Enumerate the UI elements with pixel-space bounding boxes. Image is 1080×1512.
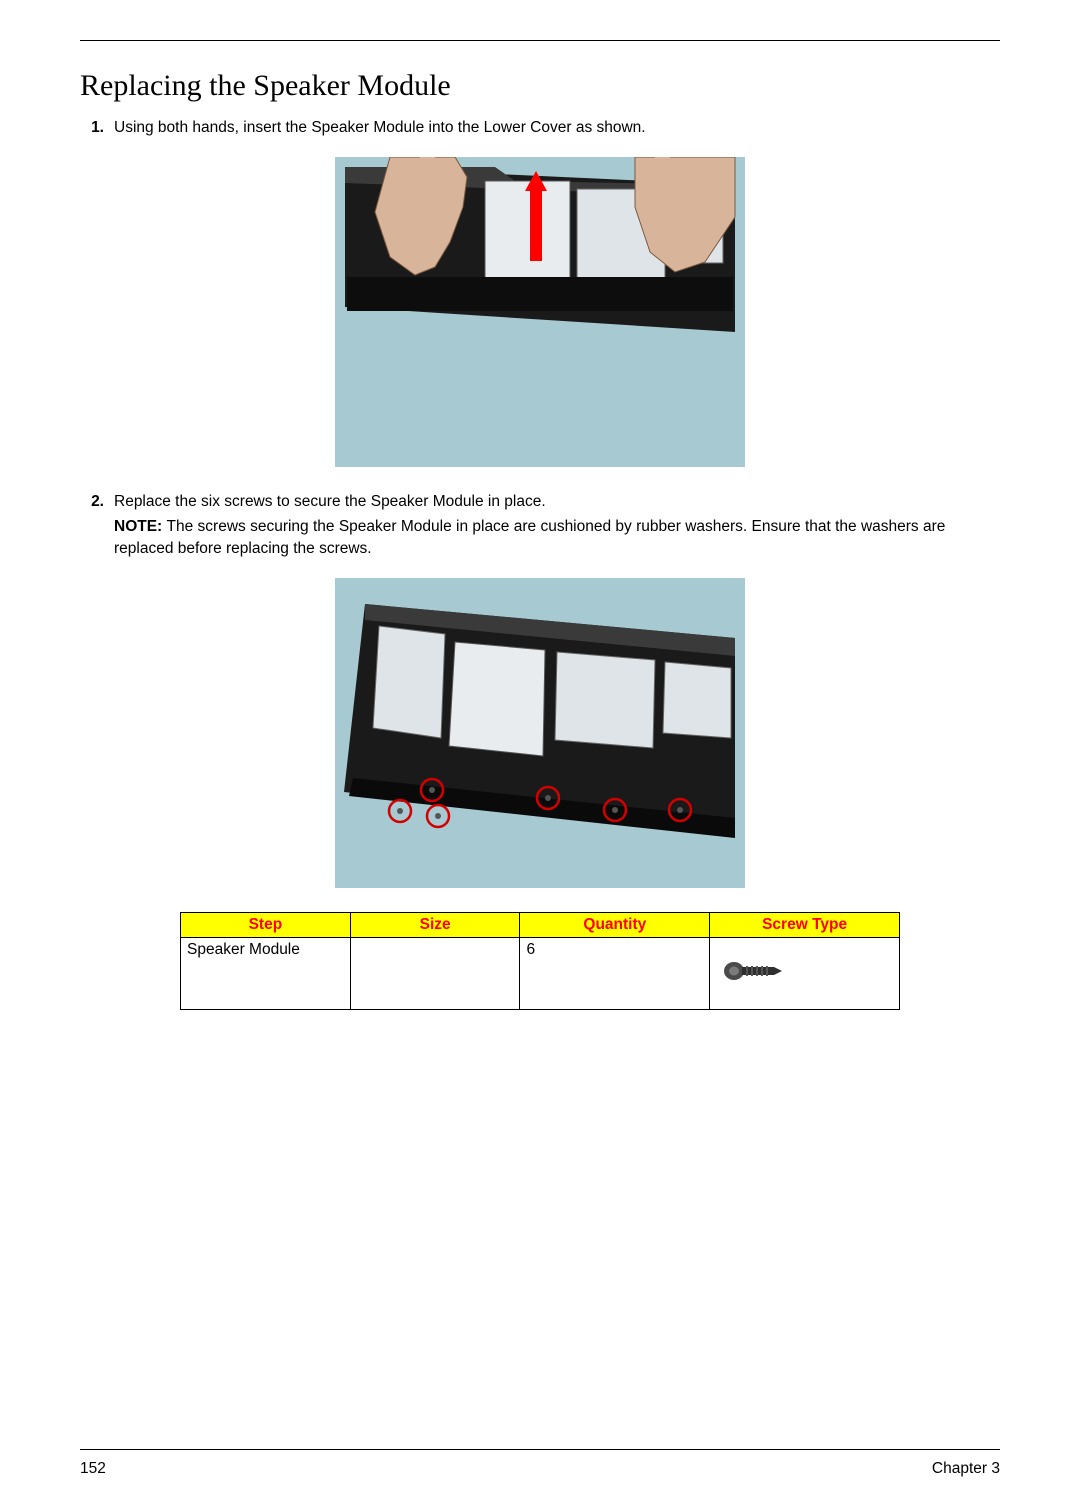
note-line: NOTE: The screws securing the Speaker Mo…: [114, 516, 1000, 559]
right-panel: [555, 652, 655, 748]
page-heading: Replacing the Speaker Module: [80, 69, 1000, 103]
page-number: 152: [80, 1460, 106, 1478]
top-rule: [80, 40, 1000, 41]
th-screw-type: Screw Type: [710, 912, 900, 937]
left-panel: [373, 626, 445, 738]
step-item: 2. Replace the six screws to secure the …: [80, 491, 1000, 560]
td-quantity: 6: [520, 937, 710, 1009]
step-text: Using both hands, insert the Speaker Mod…: [114, 117, 1000, 139]
far-right-panel: [663, 662, 731, 738]
note-label: NOTE:: [114, 518, 167, 535]
center-panel: [485, 181, 570, 286]
center-panel: [449, 642, 545, 756]
td-step: Speaker Module: [181, 937, 351, 1009]
step-item: 1. Using both hands, insert the Speaker …: [80, 117, 1000, 139]
figure-insert-speaker: [335, 157, 745, 467]
step-text: Replace the six screws to secure the Spe…: [114, 493, 546, 510]
screw-dot: [429, 787, 435, 793]
table-row: Speaker Module 6: [181, 937, 900, 1009]
screw-dot: [435, 813, 441, 819]
screw-dot: [677, 807, 683, 813]
screw-dot: [545, 795, 551, 801]
table-header-row: Step Size Quantity Screw Type: [181, 912, 900, 937]
screw-dot: [612, 807, 618, 813]
th-step: Step: [181, 912, 351, 937]
th-quantity: Quantity: [520, 912, 710, 937]
footer-row: 152 Chapter 3: [80, 1460, 1000, 1478]
page-footer: 152 Chapter 3: [80, 1449, 1000, 1478]
screw-dot: [397, 808, 403, 814]
note-text: The screws securing the Speaker Module i…: [114, 518, 945, 557]
step-number: 2.: [86, 491, 114, 560]
chapter-label: Chapter 3: [932, 1460, 1000, 1478]
td-screw-type: [710, 937, 900, 1009]
speaker-bar: [347, 277, 733, 311]
td-size: [350, 937, 520, 1009]
figure-screw-locations: [335, 578, 745, 888]
step-body: Replace the six screws to secure the Spe…: [114, 491, 1000, 560]
step-number: 1.: [86, 117, 114, 139]
th-size: Size: [350, 912, 520, 937]
screw-table: Step Size Quantity Screw Type Speaker Mo…: [180, 912, 900, 1010]
bottom-rule: [80, 1449, 1000, 1450]
screw-icon: [716, 951, 786, 991]
page: Replacing the Speaker Module 1. Using bo…: [0, 0, 1080, 1512]
